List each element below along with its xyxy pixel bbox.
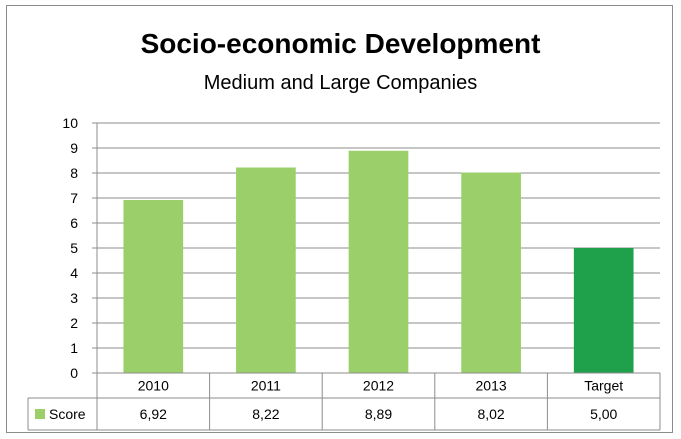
data-value-label: 6,92 bbox=[140, 406, 167, 422]
legend-key bbox=[35, 409, 45, 419]
data-value-label: 5,00 bbox=[590, 406, 617, 422]
category-label: 2010 bbox=[138, 378, 169, 394]
bar-target bbox=[573, 248, 634, 373]
chart-title: Socio-economic Development bbox=[140, 28, 541, 59]
data-value-label: 8,22 bbox=[252, 406, 279, 422]
y-tick-label: 9 bbox=[70, 140, 78, 156]
chart-subtitle: Medium and Large Companies bbox=[203, 72, 478, 94]
bar-2010 bbox=[123, 200, 184, 373]
y-tick-label: 7 bbox=[70, 190, 78, 206]
y-tick-label: 0 bbox=[70, 365, 78, 381]
y-tick-label: 3 bbox=[70, 290, 78, 306]
bar-2013 bbox=[461, 172, 521, 373]
bar-2011 bbox=[236, 167, 296, 373]
category-label: 2011 bbox=[251, 378, 281, 394]
category-label: 2013 bbox=[476, 378, 507, 394]
y-tick-label: 8 bbox=[70, 165, 78, 181]
legend-series-name: Score bbox=[49, 406, 86, 422]
y-tick-label: 5 bbox=[70, 240, 78, 256]
y-tick-label: 1 bbox=[70, 340, 78, 356]
data-value-label: 8,89 bbox=[365, 406, 392, 422]
y-tick-label: 2 bbox=[70, 315, 78, 331]
chart-frame bbox=[6, 5, 673, 433]
y-tick-label: 10 bbox=[62, 115, 78, 131]
category-label: 2012 bbox=[363, 378, 394, 394]
bar-2012 bbox=[348, 150, 409, 373]
y-tick-label: 4 bbox=[70, 265, 78, 281]
data-value-label: 8,02 bbox=[477, 406, 504, 422]
y-tick-label: 6 bbox=[70, 215, 78, 231]
category-label: Target bbox=[584, 378, 623, 394]
